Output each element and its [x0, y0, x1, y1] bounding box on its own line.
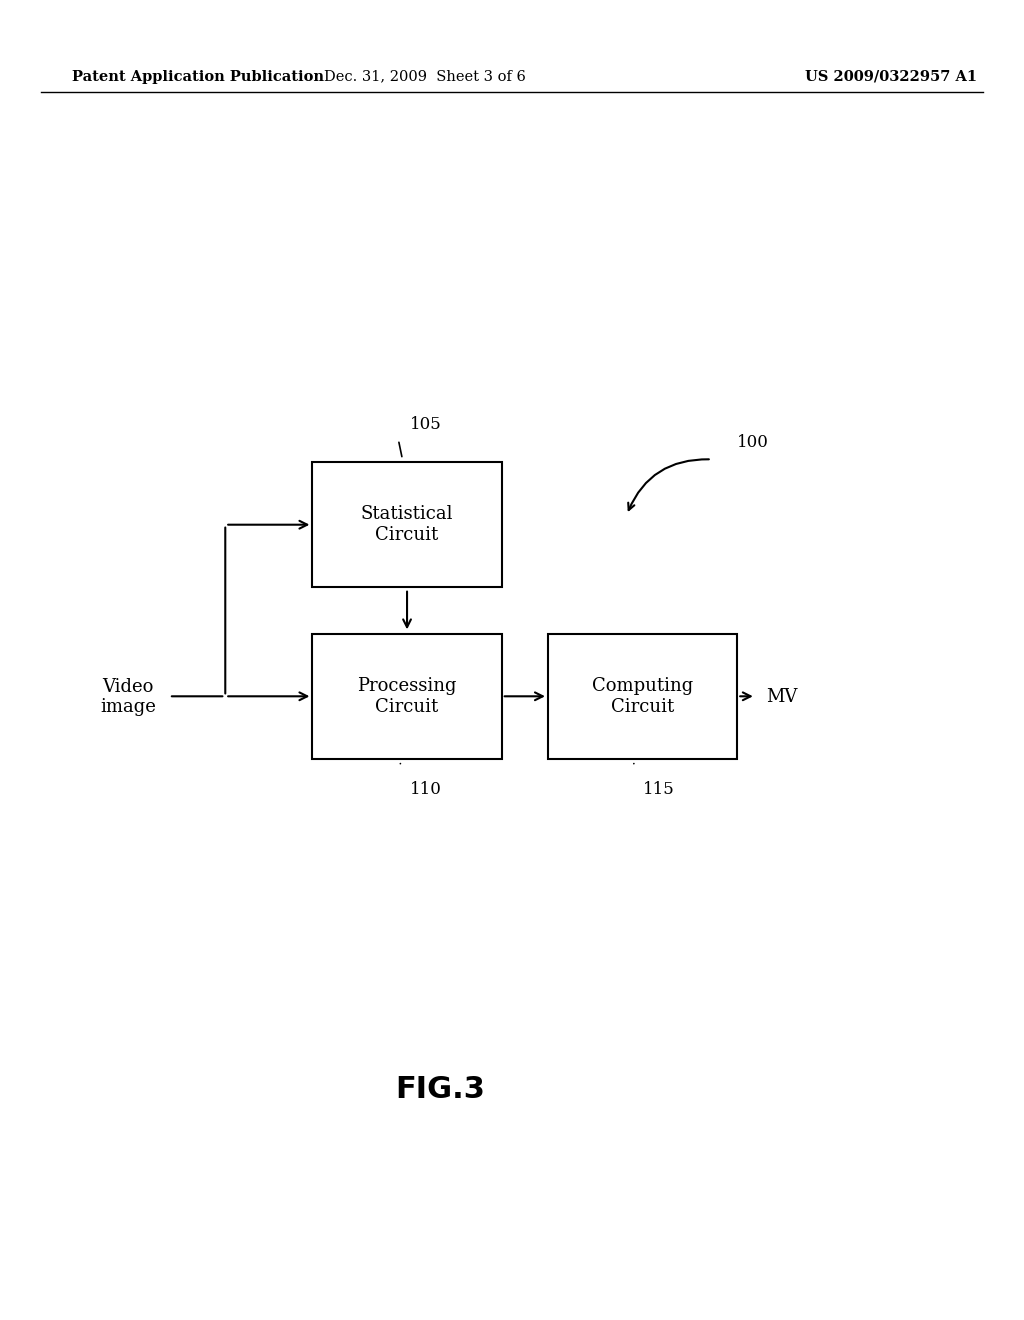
Text: MV: MV	[766, 688, 798, 706]
Text: Dec. 31, 2009  Sheet 3 of 6: Dec. 31, 2009 Sheet 3 of 6	[324, 70, 526, 83]
Text: Patent Application Publication: Patent Application Publication	[72, 70, 324, 83]
Text: FIG.3: FIG.3	[395, 1074, 485, 1104]
Bar	[312, 634, 502, 759]
FancyArrowPatch shape	[628, 459, 709, 510]
Text: Processing
Circuit: Processing Circuit	[357, 677, 457, 715]
Text: US 2009/0322957 A1: US 2009/0322957 A1	[805, 70, 977, 83]
Text: 105: 105	[410, 416, 441, 433]
Bar	[312, 462, 502, 587]
Bar	[548, 634, 737, 759]
Text: Video
image: Video image	[100, 677, 156, 717]
Text: 100: 100	[737, 434, 769, 450]
Text: 115: 115	[643, 781, 675, 799]
Text: Computing
Circuit: Computing Circuit	[592, 677, 693, 715]
Text: Statistical
Circuit: Statistical Circuit	[360, 506, 454, 544]
Text: 110: 110	[410, 781, 441, 799]
